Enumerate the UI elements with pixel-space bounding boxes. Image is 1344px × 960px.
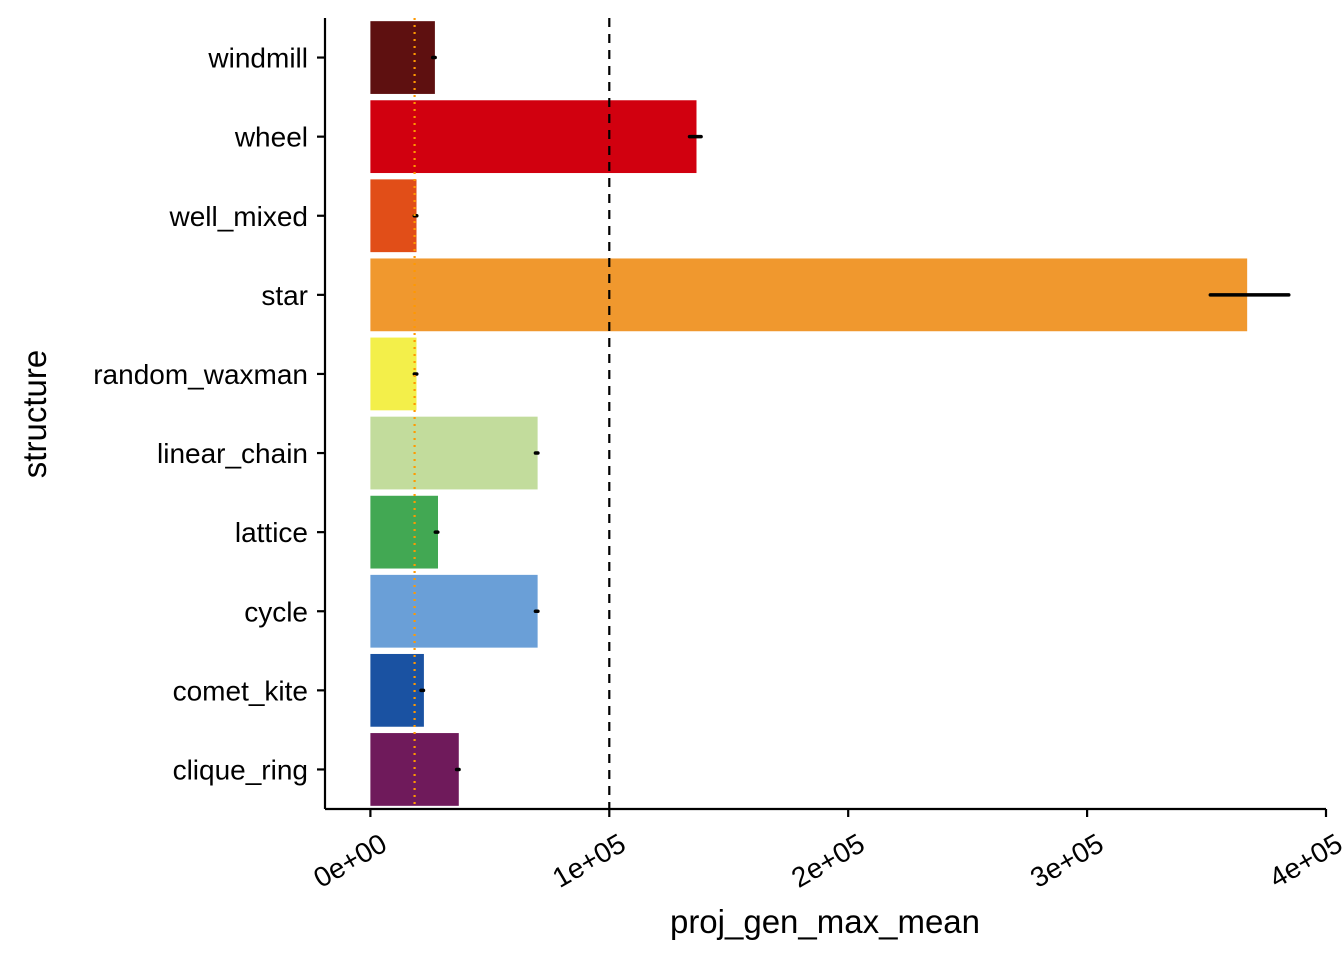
- reference-lines-group: [413, 18, 611, 809]
- x-ticks-group: 0e+00 1e+05 2e+05 3e+05 4e+05: [308, 809, 1344, 894]
- x-tick-label-3: 3e+05: [1025, 828, 1109, 894]
- y-tick-label-clique_ring: clique_ring: [173, 754, 308, 785]
- axes-group: [323, 18, 1326, 811]
- bar-star: [370, 258, 1248, 332]
- y-tick-label-well_mixed: well_mixed: [169, 201, 309, 232]
- y-axis-title: structure: [16, 350, 53, 478]
- bar-lattice: [370, 495, 439, 569]
- bar-cycle: [370, 574, 538, 648]
- bar-random_waxman: [370, 337, 417, 411]
- bar-well_mixed: [370, 179, 417, 253]
- x-axis-title: proj_gen_max_mean: [670, 903, 980, 940]
- x-tick-label-2: 2e+05: [786, 828, 870, 894]
- y-tick-label-cycle: cycle: [244, 596, 308, 627]
- y-tick-label-star: star: [261, 280, 308, 311]
- bar-clique_ring: [370, 733, 459, 806]
- bar-windmill: [370, 21, 435, 94]
- y-tick-label-wheel: wheel: [234, 122, 308, 153]
- x-tick-label-4: 4e+05: [1264, 828, 1344, 894]
- y-tick-label-lattice: lattice: [235, 517, 308, 548]
- bar-comet_kite: [370, 653, 424, 727]
- y-tick-label-random_waxman: random_waxman: [93, 359, 308, 390]
- bar-linear_chain: [370, 416, 538, 490]
- y-tick-label-comet_kite: comet_kite: [173, 675, 308, 706]
- x-tick-label-1: 1e+05: [547, 828, 631, 894]
- bars-group: [370, 21, 1248, 806]
- bar-wheel: [370, 100, 697, 174]
- y-tick-label-linear_chain: linear_chain: [157, 438, 308, 469]
- x-tick-label-0: 0e+00: [308, 828, 392, 894]
- y-tick-label-windmill: windmill: [207, 43, 308, 74]
